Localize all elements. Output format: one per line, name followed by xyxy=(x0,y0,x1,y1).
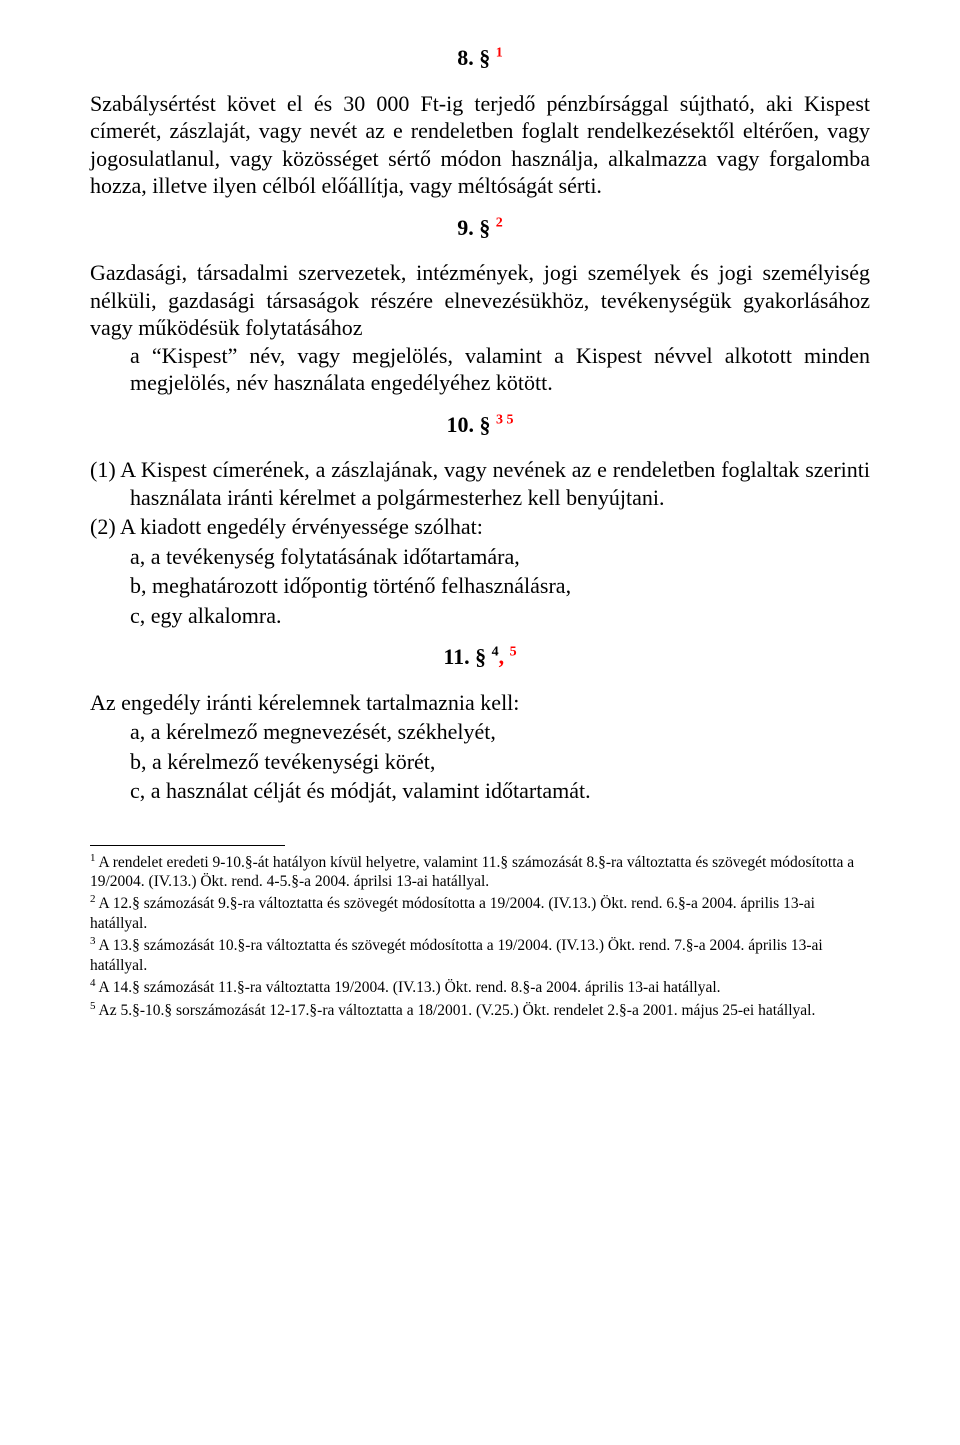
footnote-3: 3 A 13.§ számozását 10.§-ra változtatta … xyxy=(90,935,870,975)
section-11-number: 11. § xyxy=(443,644,491,669)
section-11-lead: Az engedély iránti kérelemnek tartalmazn… xyxy=(90,689,870,717)
section-8-number: 8. § xyxy=(457,45,496,70)
footnote-rule xyxy=(90,845,285,846)
footnote-5: 5 Az 5.§-10.§ sorszámozását 12-17.§-ra v… xyxy=(90,1000,870,1021)
section-9-paragraph: Gazdasági, társadalmi szervezetek, intéz… xyxy=(90,259,870,342)
footnote-1: 1 A rendelet eredeti 9-10.§-át hatályon … xyxy=(90,852,870,892)
section-10-item-1: (1) A Kispest címerének, a zászlajának, … xyxy=(90,456,870,511)
section-10-heading: 10. § 3 5 xyxy=(90,411,870,439)
section-9-heading: 9. § 2 xyxy=(90,214,870,242)
section-11-comma: , xyxy=(499,644,510,669)
section-10-item-2a: a, a tevékenység folytatásának időtartam… xyxy=(90,543,870,571)
section-10-item-2b: b, meghatározott időpontig történő felha… xyxy=(90,572,870,600)
section-8-paragraph: Szabálysértést követ el és 30 000 Ft-ig … xyxy=(90,90,870,200)
document-page: 8. § 1 Szabálysértést követ el és 30 000… xyxy=(0,0,960,1062)
footnotes-block: 1 A rendelet eredeti 9-10.§-át hatályon … xyxy=(90,852,870,1021)
section-9-footref: 2 xyxy=(496,215,503,230)
section-9-indent: a “Kispest” név, vagy megjelölés, valami… xyxy=(90,342,870,397)
section-10-footref: 3 5 xyxy=(496,412,514,427)
section-11-heading: 11. § 4, 5 xyxy=(90,643,870,671)
section-10-item-2: (2) A kiadott engedély érvényessége szól… xyxy=(90,513,870,541)
section-11-item-c: c, a használat célját és módját, valamin… xyxy=(90,777,870,805)
section-11-footref-5: 5 xyxy=(510,645,517,660)
footnote-2: 2 A 12.§ számozását 9.§-ra változtatta é… xyxy=(90,893,870,933)
footnote-5-text: Az 5.§-10.§ sorszámozását 12-17.§-ra vál… xyxy=(96,1002,816,1019)
section-10-number: 10. § xyxy=(447,412,497,437)
footnote-4-text: A 14.§ számozását 11.§-ra változtatta 19… xyxy=(96,979,721,996)
footnote-1-text: A rendelet eredeti 9-10.§-át hatályon kí… xyxy=(90,854,854,890)
footnote-2-text: A 12.§ számozását 9.§-ra változtatta és … xyxy=(90,896,815,932)
section-11-item-b: b, a kérelmező tevékenységi körét, xyxy=(90,748,870,776)
section-9-number: 9. § xyxy=(457,215,496,240)
footnote-3-text: A 13.§ számozását 10.§-ra változtatta és… xyxy=(90,937,823,973)
section-8-heading: 8. § 1 xyxy=(90,44,870,72)
section-8-footref: 1 xyxy=(496,46,503,61)
section-11-item-a: a, a kérelmező megnevezését, székhelyét, xyxy=(90,718,870,746)
footnote-4: 4 A 14.§ számozását 11.§-ra változtatta … xyxy=(90,977,870,998)
section-10-item-2c: c, egy alkalomra. xyxy=(90,602,870,630)
section-11-footref-4: 4 xyxy=(492,645,499,660)
